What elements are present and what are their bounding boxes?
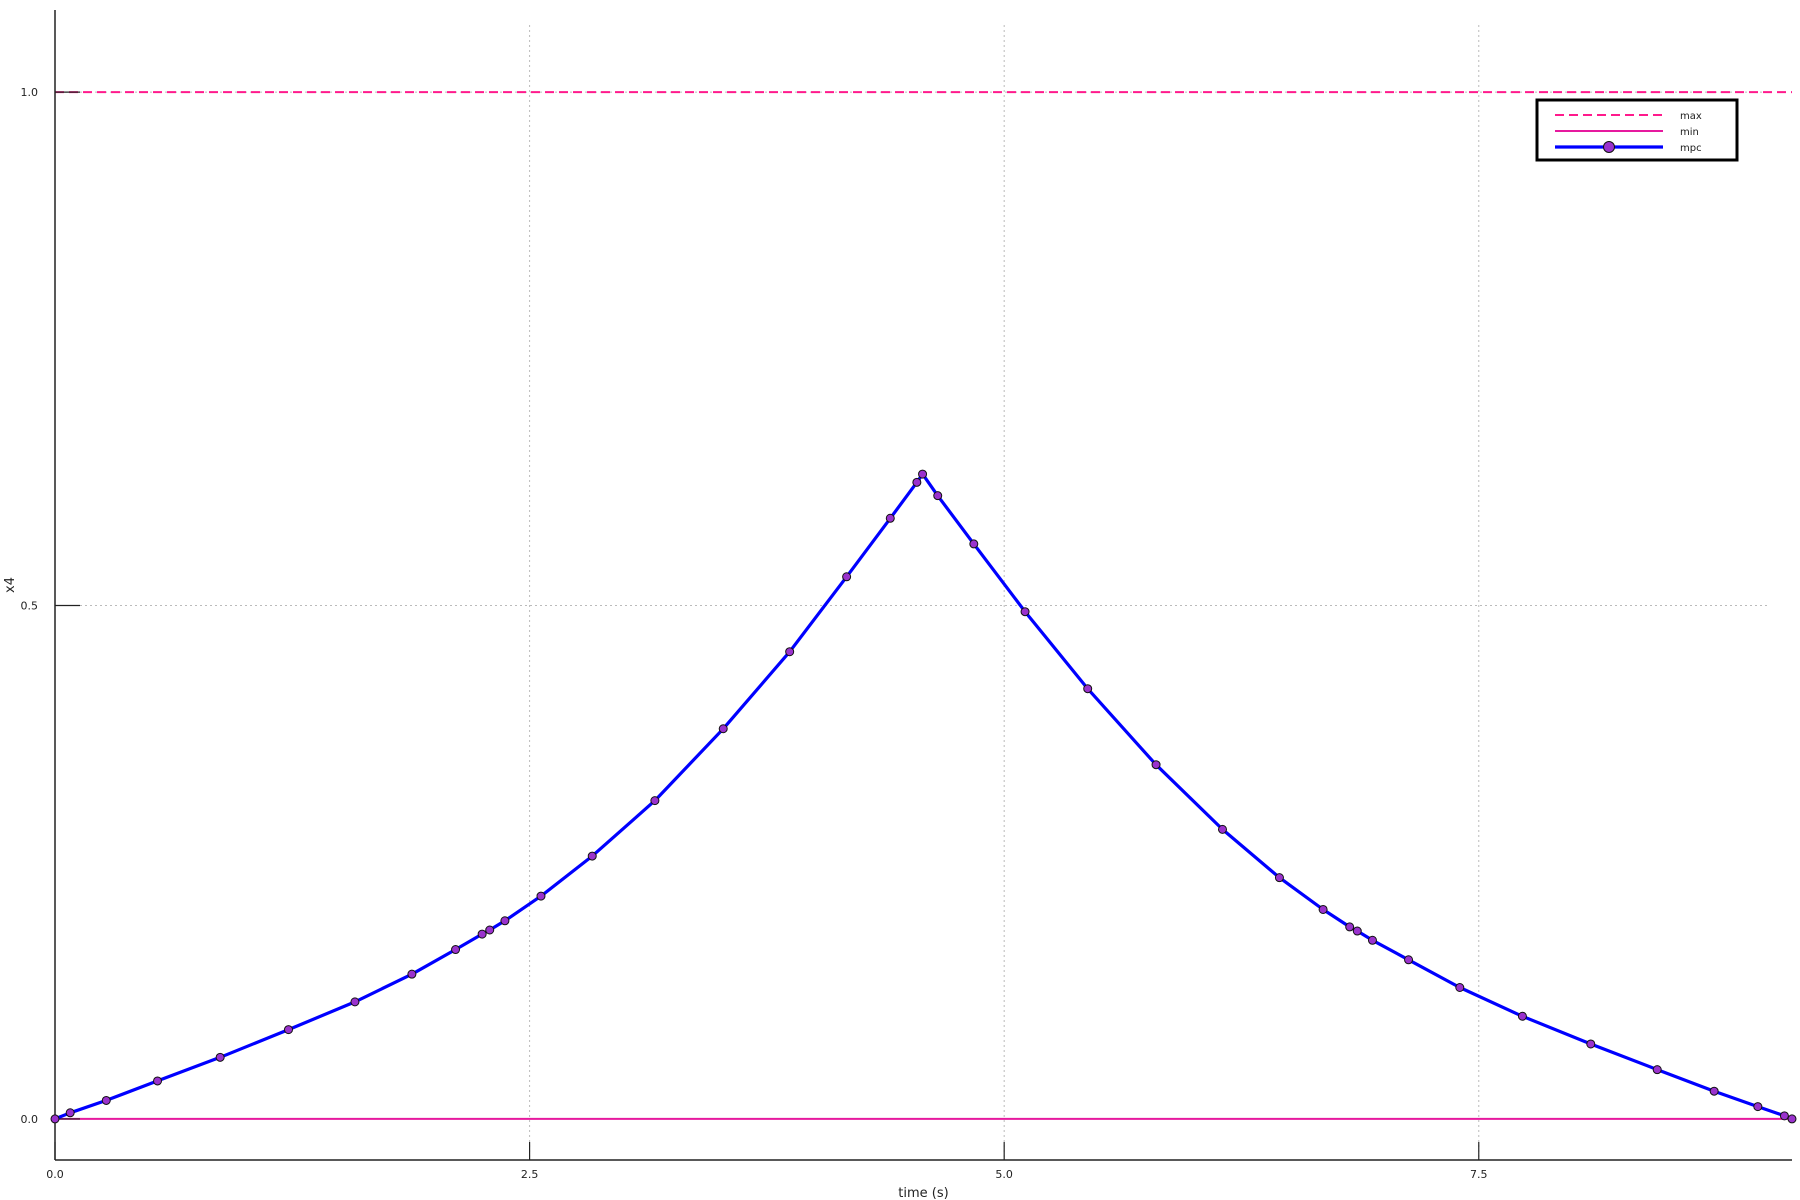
mpc-data-point <box>283 1025 293 1035</box>
mpc-data-point <box>215 1052 225 1062</box>
reference-lines <box>55 91 1792 1120</box>
mpc-data-point <box>500 916 510 926</box>
mpc-data-point <box>451 945 461 955</box>
x-axis-label: time (s) <box>898 1186 948 1200</box>
mpc-data-point <box>485 925 495 935</box>
mpc-data-point <box>50 1114 60 1124</box>
legend-label-max: max <box>1680 111 1702 122</box>
y-tick-label: 1.0 <box>21 86 39 99</box>
mpc-data-point <box>1345 922 1355 932</box>
y-axis-label: x4 <box>3 577 18 593</box>
mpc-data-point <box>1217 824 1227 834</box>
mpc-data-point <box>842 572 852 582</box>
x-tick-label: 2.5 <box>521 1168 539 1181</box>
mpc-data-point <box>969 539 979 549</box>
mpc-data-point <box>1404 955 1414 965</box>
x-tick-label: 7.5 <box>1470 1168 1488 1181</box>
mpc-data-point <box>1318 904 1328 914</box>
mpc-data-point <box>918 469 928 479</box>
tick-labels: 0.0 2.5 5.0 7.5 0.0 0.5 1.0 <box>21 86 1488 1181</box>
mpc-data-point <box>1367 935 1377 945</box>
mpc-data-point <box>101 1095 111 1105</box>
mpc-data-point <box>1753 1102 1763 1112</box>
x-tick-label: 0.0 <box>46 1168 64 1181</box>
mpc-data-point <box>1455 983 1465 992</box>
mpc-data-point <box>1586 1039 1596 1049</box>
mpc-data-point <box>65 1108 75 1118</box>
mpc-data-point <box>407 969 417 979</box>
y-tick-label: 0.5 <box>21 600 39 613</box>
mpc-data-point <box>1787 1114 1797 1124</box>
mpc-data-point <box>350 997 360 1007</box>
series-mpc <box>50 469 1797 1124</box>
mpc-data-point <box>1274 873 1284 883</box>
mpc-data-point <box>1083 684 1093 694</box>
legend-label-min: min <box>1680 127 1699 138</box>
mpc-data-point <box>1020 607 1030 617</box>
legend-marker-mpc <box>1603 141 1615 153</box>
grid-lines <box>55 25 1767 1160</box>
mpc-data-point <box>912 477 922 487</box>
y-tick-label: 0.0 <box>21 1113 39 1126</box>
axes <box>54 10 1792 1161</box>
mpc-data-point <box>587 851 597 861</box>
mpc-data-point <box>1709 1086 1719 1096</box>
mpc-data-point <box>885 513 895 523</box>
mpc-data-point <box>1779 1111 1789 1121</box>
mpc-data-point <box>477 929 487 939</box>
mpc-data-point <box>933 491 943 501</box>
mpc-data-point <box>536 891 546 901</box>
mpc-data-point <box>1652 1065 1662 1075</box>
x-tick-label: 5.0 <box>995 1168 1013 1181</box>
legend-label-mpc: mpc <box>1680 143 1702 154</box>
mpc-data-point <box>718 724 728 734</box>
series-mpc-line <box>54 472 1793 1121</box>
mpc-data-point <box>650 796 660 806</box>
mpc-data-point <box>785 647 795 657</box>
mpc-data-point <box>1517 1011 1527 1021</box>
mpc-data-point <box>1352 926 1362 936</box>
legend: max min mpc <box>1535 98 1739 162</box>
mpc-data-point <box>153 1076 163 1086</box>
mpc-data-point <box>1151 760 1161 770</box>
